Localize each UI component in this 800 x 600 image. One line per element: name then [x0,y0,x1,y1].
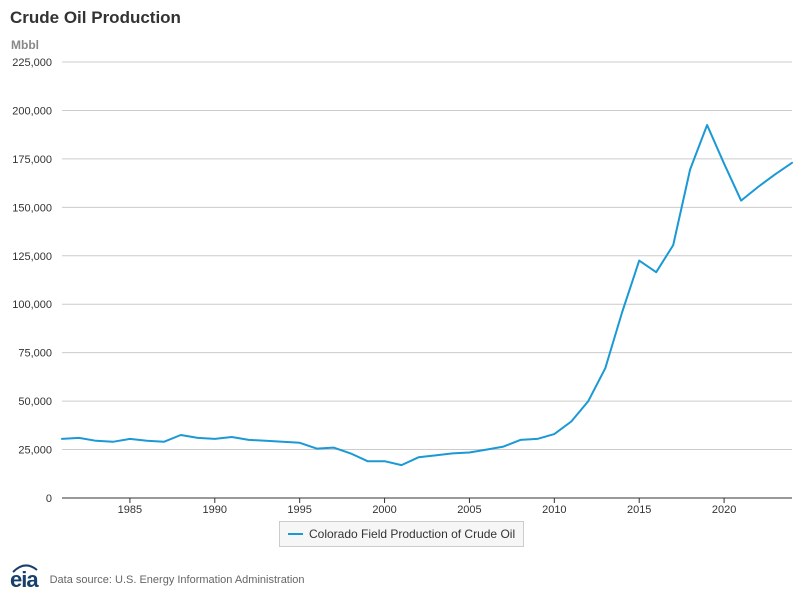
y-tick-label: 0 [46,493,52,505]
legend-label: Colorado Field Production of Crude Oil [309,527,516,541]
x-tick-label: 1995 [287,504,311,516]
y-tick-label: 100,000 [12,299,52,311]
x-tick-label: 2010 [542,504,566,516]
x-tick-label: 2015 [627,504,651,516]
y-axis-unit-label: Mbbl [11,38,39,52]
eia-logo: eia [10,564,39,592]
gridlines [62,61,792,499]
x-tick-label: 2020 [712,504,736,516]
y-tick-label: 200,000 [12,105,52,117]
x-tick-label: 1985 [118,504,142,516]
legend-item[interactable]: Colorado Field Production of Crude Oil [279,521,525,547]
y-tick-label: 25,000 [18,445,52,457]
series-line[interactable] [61,124,793,467]
y-axis-ticks: 0 25,000 50,000 75,000 100,000 125,000 150,000… [12,57,52,505]
x-tick-label: 2005 [457,504,481,516]
x-tick-label: 2000 [372,504,396,516]
legend-swatch [288,533,303,535]
y-tick-label: 50,000 [18,396,52,408]
data-source-note: Data source: U.S. Energy Information Adm… [49,574,305,586]
x-tick-label: 1990 [203,504,227,516]
logo-arc-icon [12,564,38,573]
y-tick-label: 225,000 [12,57,52,69]
footer: eia Data source: U.S. Energy Information… [10,564,305,592]
series-lines [61,124,793,467]
chart-title: Crude Oil Production [10,8,181,27]
x-axis-ticks: 1985 1990 1995 2000 2005 2010 2015 2020 [118,498,736,516]
line-chart: 0 25,000 50,000 75,000 100,000 125,000 150,000… [12,57,793,516]
logo-text: eia [10,567,39,592]
y-tick-label: 175,000 [12,154,52,166]
y-tick-label: 125,000 [12,251,52,263]
y-tick-label: 150,000 [12,202,52,214]
y-tick-label: 75,000 [18,348,52,360]
